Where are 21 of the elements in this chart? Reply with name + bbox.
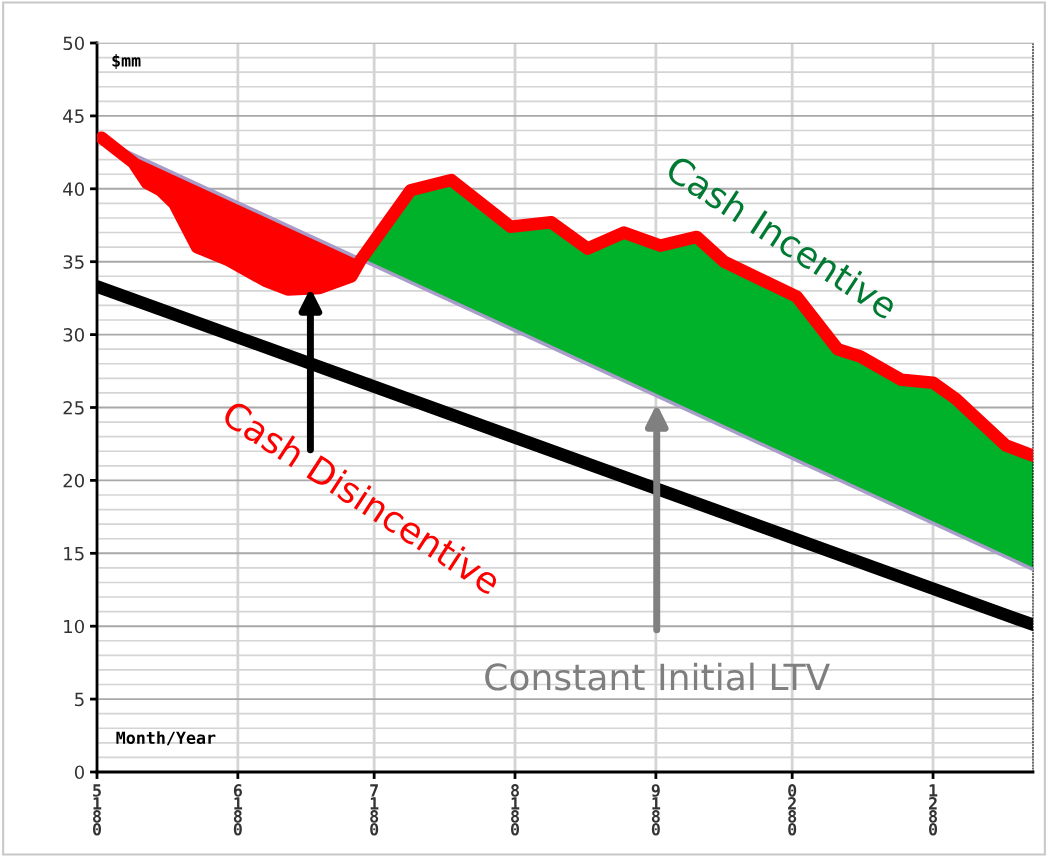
y-tick-label: 25 — [63, 400, 84, 415]
y-tick-label: 15 — [64, 547, 84, 561]
x-tick-label: 1 2 8 0 — [928, 784, 938, 836]
x-tick-label: 9 1 8 0 — [651, 784, 661, 836]
y-tick-label: 35 — [63, 255, 84, 269]
y-tick-label: 40 — [63, 182, 84, 196]
y-tick-label: 10 — [64, 619, 84, 634]
y-tick-label: 45 — [63, 109, 84, 124]
x-tick-label: 0 2 8 0 — [788, 784, 797, 836]
y-tick-label: 0 — [74, 765, 84, 780]
x-tick-label: 5 1 8 0 — [92, 784, 102, 836]
y-tick-label: 30 — [63, 328, 84, 342]
y-tick-label: 20 — [63, 473, 84, 488]
x-axis-title: Month/Year — [116, 731, 216, 746]
annotation: Constant Initial LTV — [485, 662, 830, 691]
y-tick-label: 50 — [63, 36, 84, 51]
x-tick-label: 8 1 8 0 — [511, 784, 520, 836]
x-tick-label: 7 1 8 0 — [370, 784, 379, 836]
y-axis-title: $mm — [112, 53, 141, 70]
x-tick-label: 6 1 8 0 — [233, 784, 243, 836]
y-tick-label: 5 — [75, 692, 84, 707]
